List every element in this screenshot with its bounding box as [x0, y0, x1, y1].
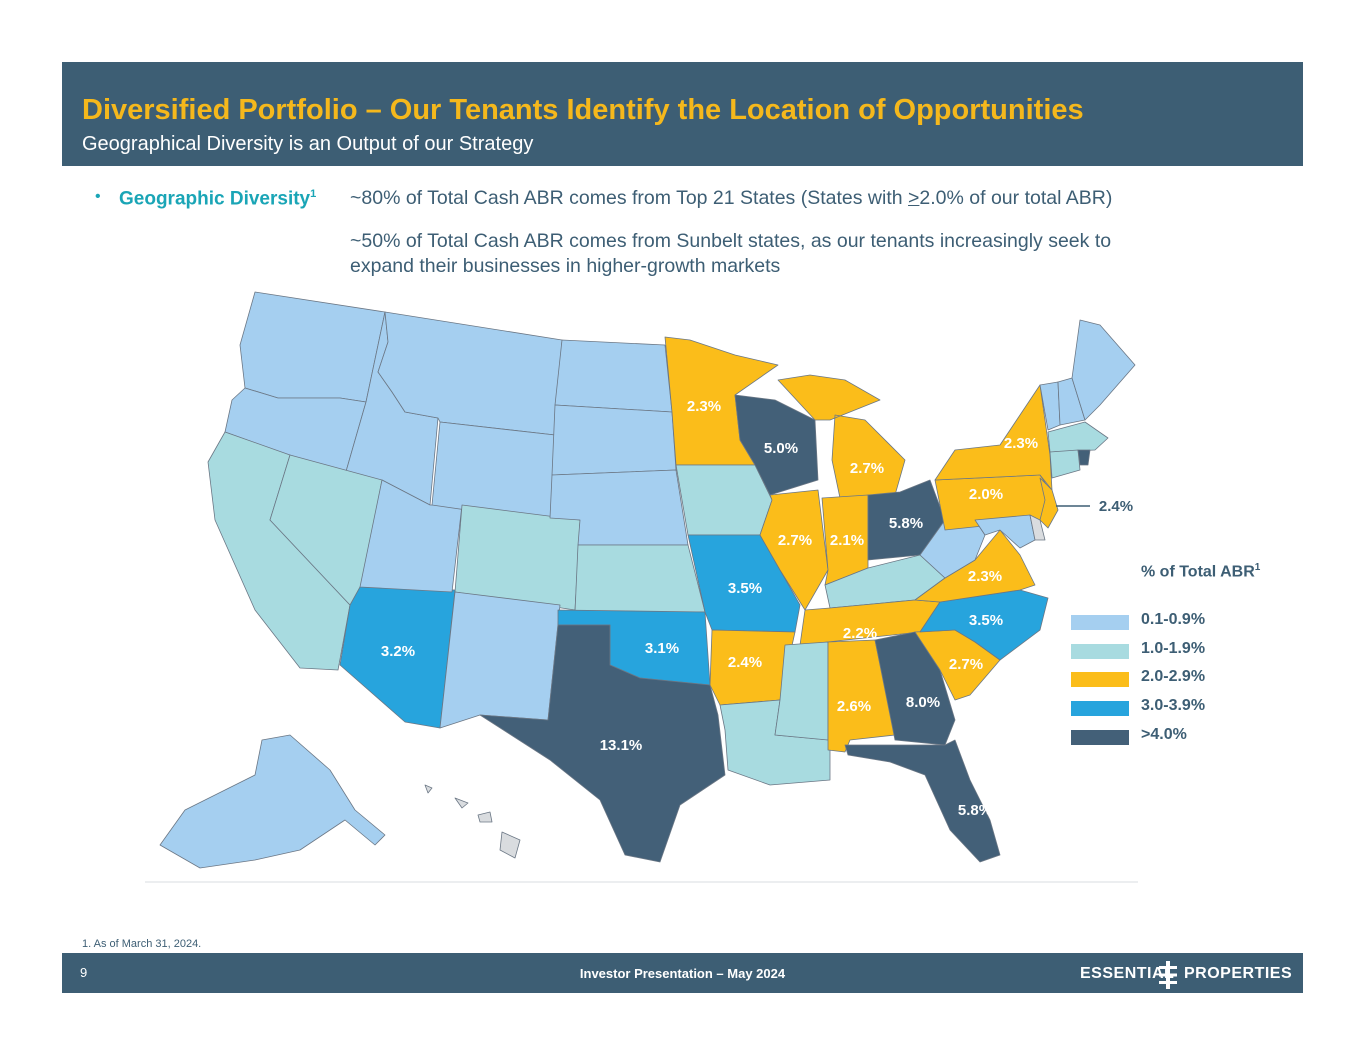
legend-swatch — [1071, 615, 1129, 630]
us-map: 13.1% 8.0% 5.8% 5.8% 5.0% 3.5% 3.5% 3.2%… — [145, 285, 1140, 885]
state-NY — [934, 384, 1053, 491]
legend-label: 3.0-3.9% — [1141, 697, 1206, 714]
footer-title: Investor Presentation – May 2024 — [579, 966, 786, 981]
state-TX — [479, 624, 726, 863]
logo-text-right: PROPERTIES — [1184, 965, 1293, 982]
label-AR: 2.4% — [728, 654, 762, 671]
label-OK: 3.1% — [645, 640, 679, 657]
state-ND — [554, 339, 673, 413]
label-IN: 2.1% — [830, 532, 864, 549]
state-DE — [1029, 514, 1046, 541]
label-PA: 2.0% — [969, 486, 1003, 503]
state-ME — [1071, 319, 1136, 421]
label-WI: 5.0% — [764, 440, 798, 457]
label-AZ: 3.2% — [381, 643, 415, 660]
label-OH: 5.8% — [889, 515, 923, 532]
state-IL — [759, 489, 829, 611]
bullet-line-2a: ~50% of Total Cash ABR comes from Sunbel… — [350, 230, 1112, 252]
legend-label: 2.0-2.9% — [1141, 668, 1206, 685]
label-MN: 2.3% — [687, 398, 721, 415]
label-NY: 2.3% — [1004, 435, 1038, 452]
page-number: 9 — [80, 965, 88, 980]
state-KS — [574, 544, 706, 613]
legend-title: % of Total ABR1 — [1141, 562, 1261, 581]
label-FL: 5.8% — [958, 802, 992, 819]
state-WA — [239, 291, 386, 403]
legend-swatch — [1071, 730, 1129, 745]
us-map-svg: 13.1% 8.0% 5.8% 5.8% 5.0% 3.5% 3.5% 3.2%… — [145, 291, 1138, 883]
state-NM — [439, 591, 561, 729]
page-title: Diversified Portfolio – Our Tenants Iden… — [82, 94, 1084, 126]
logo-text-left: ESSENTIAL — [1080, 965, 1175, 982]
label-NJ: 2.4% — [1099, 498, 1133, 515]
label-MO: 3.5% — [728, 580, 762, 597]
bullet-line-1: ~80% of Total Cash ABR comes from Top 21… — [350, 187, 1113, 209]
legend-label: 1.0-1.9% — [1141, 640, 1206, 657]
footer-band: 9 Investor Presentation – May 2024 ESSEN… — [62, 953, 1303, 993]
state-CT — [1049, 449, 1081, 479]
state-FL — [844, 739, 1001, 863]
label-IL: 2.7% — [778, 532, 812, 549]
state-WI — [734, 394, 819, 496]
state-IA — [675, 464, 773, 536]
state-SD — [551, 404, 677, 476]
company-logo: ESSENTIAL PROPERTIES — [1080, 961, 1292, 989]
page-subtitle: Geographical Diversity is an Output of o… — [82, 133, 534, 155]
label-TN: 2.2% — [843, 625, 877, 642]
label-SC: 2.7% — [949, 656, 983, 673]
footnote: 1. As of March 31, 2024. — [82, 938, 202, 950]
state-MA — [1047, 421, 1109, 453]
bullet-label: Geographic Diversity1 — [119, 188, 317, 210]
header-band: Diversified Portfolio – Our Tenants Iden… — [62, 62, 1303, 166]
legend-swatch — [1071, 672, 1129, 687]
label-VA: 2.3% — [968, 568, 1002, 585]
state-AK — [159, 734, 386, 869]
legend-label: 0.1-0.9% — [1141, 611, 1206, 628]
state-WY — [431, 421, 556, 523]
legend-swatch — [1071, 644, 1129, 659]
label-NC: 3.5% — [969, 612, 1003, 629]
state-RI — [1077, 449, 1091, 466]
legend-label: >4.0% — [1141, 726, 1187, 743]
label-TX: 13.1% — [600, 737, 643, 754]
label-AL: 2.6% — [837, 698, 871, 715]
bullet-dot: • — [95, 188, 101, 205]
state-HI — [424, 784, 521, 859]
state-NJ — [1039, 477, 1059, 529]
state-UT — [359, 479, 463, 593]
legend-swatch — [1071, 701, 1129, 716]
label-GA: 8.0% — [906, 694, 940, 711]
logo-mark-icon — [1159, 961, 1177, 989]
bullet-line-2b: expand their businesses in higher-growth… — [350, 255, 781, 277]
label-MI: 2.7% — [850, 460, 884, 477]
state-MS — [774, 641, 829, 741]
